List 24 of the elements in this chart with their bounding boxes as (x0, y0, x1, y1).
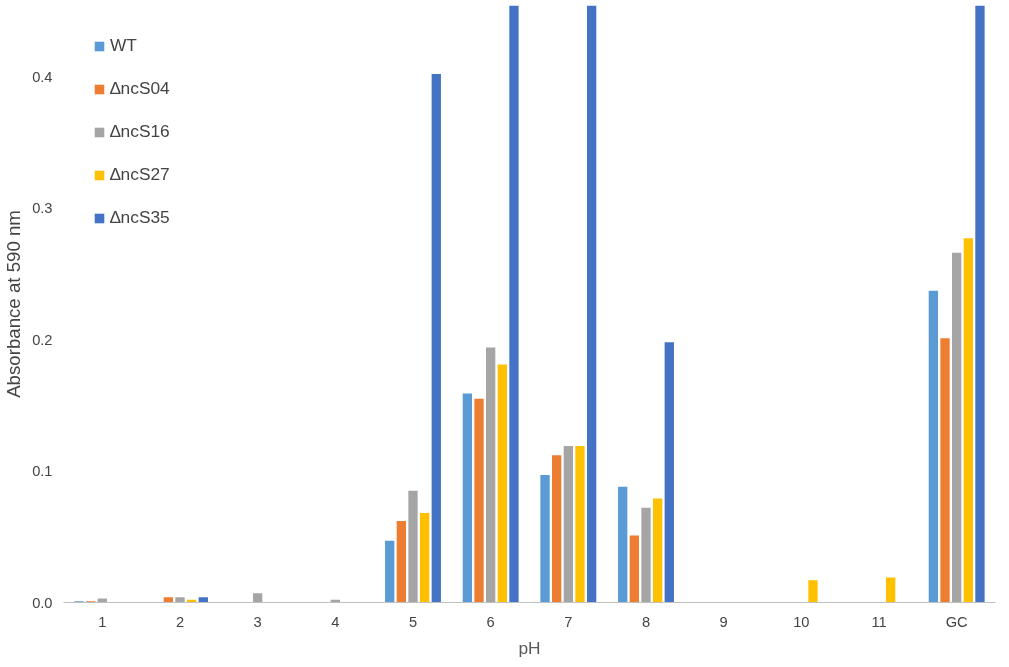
x-tick-label: 3 (253, 613, 262, 630)
legend-label: ∆ncS35 (110, 207, 170, 228)
x-tick-label: 1 (98, 613, 107, 630)
x-tick-label: 4 (331, 613, 340, 630)
y-tick-label: 0.2 (32, 331, 53, 348)
x-tick-label: 7 (564, 613, 573, 630)
x-tick-label: 10 (793, 613, 810, 630)
y-tick-label: 0.3 (32, 200, 53, 217)
legend-label: ∆ncS04 (110, 78, 170, 99)
y-tick-label: 0.4 (32, 68, 53, 85)
y-axis-title: Absorbance at 590 nm (3, 210, 25, 398)
x-tick-label: 8 (641, 613, 651, 630)
x-axis-title: pH (518, 637, 541, 658)
x-tick-label: 11 (871, 613, 887, 630)
legend-label: ∆ncS16 (110, 121, 170, 142)
legend-label: ∆ncS27 (110, 164, 170, 185)
y-tick-label: 0.1 (32, 463, 53, 479)
y-tick-label: 0.0 (32, 594, 53, 611)
x-tick-label: 5 (408, 613, 418, 630)
x-tick-label: 6 (486, 613, 495, 630)
x-tick-label: 9 (719, 613, 728, 630)
x-tick-label: GC (945, 613, 969, 630)
x-tick-label: 2 (175, 613, 185, 630)
legend-label: WT (110, 35, 137, 56)
